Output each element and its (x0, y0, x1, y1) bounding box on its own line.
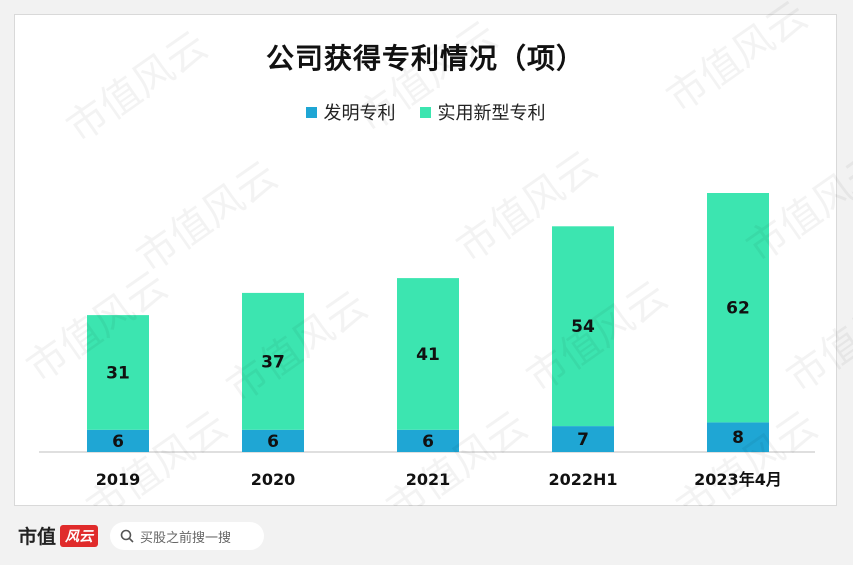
search-input[interactable]: 买股之前搜一搜 (110, 522, 264, 550)
chart-title: 公司获得专利情况（项） (265, 42, 585, 75)
search-placeholder: 买股之前搜一搜 (140, 530, 232, 546)
bar-utility-model-4 (707, 193, 769, 423)
data-label-invention-2: 6 (422, 432, 434, 452)
legend-item-invention: 发明专利 (305, 99, 396, 125)
legend: 发明专利 实用新型专利 (15, 99, 836, 125)
bar-invention-2 (397, 429, 459, 452)
bar-utility-model-2 (397, 278, 459, 430)
bar-chart-plot: 6 31 2019 6 37 2020 6 41 2021 7 54 2022H1 8 62 2023年4月 (39, 193, 815, 489)
bar-invention-4 (707, 422, 769, 452)
data-label-utility-model-4: 62 (726, 299, 750, 319)
data-label-invention-0: 6 (112, 432, 124, 452)
legend-item-utility-model: 实用新型专利 (419, 99, 546, 125)
data-label-utility-model-3: 54 (571, 317, 595, 337)
legend-swatch-invention (305, 106, 317, 118)
data-label-invention-4: 8 (732, 428, 744, 448)
legend-label-invention: 发明专利 (323, 103, 396, 124)
search-icon (120, 529, 134, 543)
x-tick-label-0: 2019 (96, 470, 141, 489)
x-tick-label-4: 2023年4月 (694, 470, 782, 489)
footer: 市值 风云 买股之前搜一搜 (0, 506, 853, 565)
bar-invention-1 (242, 429, 304, 452)
legend-swatch-utility-model (419, 106, 431, 118)
bar-invention-3 (552, 426, 614, 452)
x-tick-label-3: 2022H1 (548, 470, 617, 489)
chart-card: 公司获得专利情况（项） 发明专利 实用新型专利 6 31 2019 6 37 2020 6 4… (14, 0, 853, 532)
brand-badge: 风云 (60, 524, 99, 547)
brand-logo[interactable]: 市值 风云 (18, 522, 99, 549)
data-label-invention-1: 6 (267, 432, 279, 452)
x-tick-label-2: 2021 (406, 470, 451, 489)
bar-invention-0 (87, 429, 149, 452)
data-label-invention-3: 7 (577, 430, 589, 450)
data-label-utility-model-2: 41 (416, 345, 440, 365)
x-tick-label-1: 2020 (251, 470, 296, 489)
bar-utility-model-1 (242, 292, 304, 430)
brand-name: 市值 (18, 526, 57, 548)
data-label-utility-model-1: 37 (261, 352, 285, 372)
bar-utility-model-3 (552, 226, 614, 427)
bar-utility-model-0 (87, 315, 149, 430)
data-label-utility-model-0: 31 (106, 363, 130, 383)
legend-label-utility-model: 实用新型专利 (437, 103, 546, 124)
